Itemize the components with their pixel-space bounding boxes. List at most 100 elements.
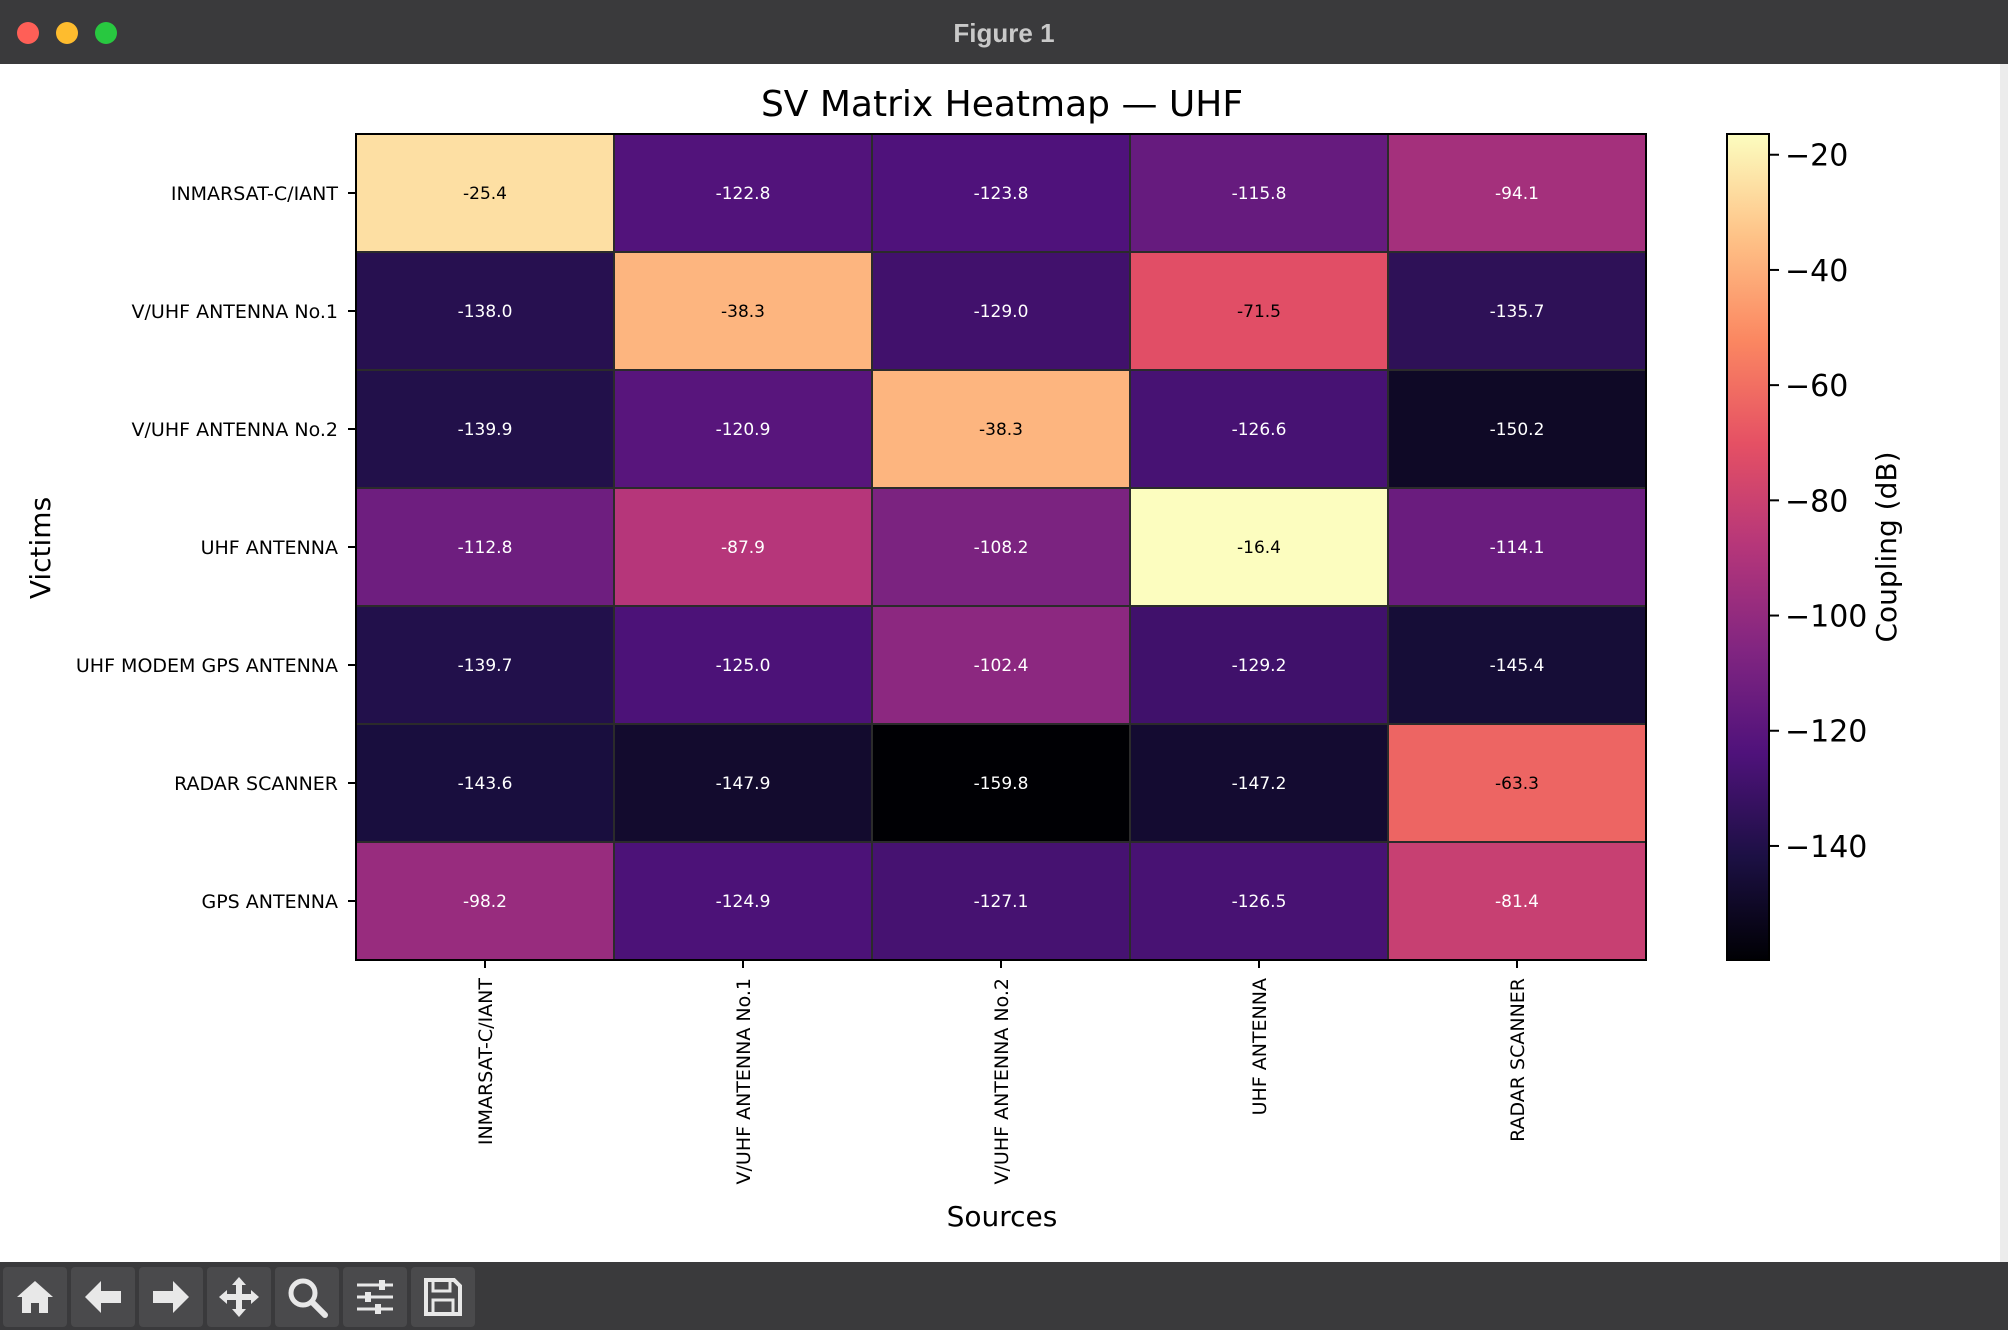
cell-value-label: -112.8 — [458, 538, 513, 558]
cell-value-label: -147.9 — [716, 774, 771, 794]
zoom-button[interactable] — [275, 1267, 339, 1327]
colorbar-ticks: −20 −40 −60 −80 −100 −120 −140 — [1769, 139, 1867, 865]
cell-value-label: -125.0 — [716, 656, 771, 676]
arrow-right-icon — [153, 1281, 189, 1313]
heatmap-cell — [355, 723, 615, 843]
cell-value-label: -139.9 — [458, 420, 513, 440]
colorbar — [1726, 133, 1770, 961]
heatmap-chart: SV Matrix Heatmap — UHF -25.4 -122.8 -123.… — [24, 84, 1903, 1233]
heatmap-cell — [355, 487, 615, 607]
window-edge — [2000, 64, 2008, 1330]
title-bar: Figure 1 — [0, 0, 2008, 65]
colorbar-tick-label: −60 — [1785, 369, 1848, 404]
heatmap-cell — [1129, 251, 1389, 371]
cell-value-label: -98.2 — [463, 892, 507, 912]
heatmap-cell — [355, 369, 615, 489]
heatmap-cell — [1129, 605, 1389, 725]
cell-value-label: -114.1 — [1490, 538, 1545, 558]
cell-value-label: -150.2 — [1490, 420, 1545, 440]
cell-value-label: -138.0 — [458, 302, 513, 322]
cell-value-label: -102.4 — [974, 656, 1029, 676]
home-button[interactable] — [3, 1267, 67, 1327]
colorbar-tick-label: −40 — [1785, 254, 1848, 289]
save-button[interactable] — [411, 1267, 475, 1327]
window-title: Figure 1 — [953, 18, 1055, 48]
configure-subplots-button[interactable] — [343, 1267, 407, 1327]
heatmap-cell — [613, 251, 873, 371]
heatmap-cell — [355, 133, 615, 253]
cell-value-label: -108.2 — [974, 538, 1029, 558]
x-axis: INMARSAT-C/IANT V/UHF ANTENNA No.1 V/UHF A… — [475, 960, 1529, 1184]
y-axis: INMARSAT-C/IANT V/UHF ANTENNA No.1 V/UHF A… — [76, 183, 356, 913]
cell-value-label: -143.6 — [458, 774, 513, 794]
colorbar-tick-label: −140 — [1785, 830, 1867, 865]
heatmap-cell — [613, 605, 873, 725]
floppy-disk-icon — [424, 1278, 462, 1316]
cell-value-label: -129.2 — [1232, 656, 1287, 676]
maximize-window-button[interactable] — [95, 22, 117, 44]
cell-value-label: -126.5 — [1232, 892, 1287, 912]
move-icon — [219, 1277, 259, 1317]
colorbar-tick-label: −120 — [1785, 715, 1867, 750]
cell-value-label: -87.9 — [721, 538, 765, 558]
cell-value-label: -94.1 — [1495, 184, 1539, 204]
cell-value-label: -123.8 — [974, 184, 1029, 204]
x-tick-label: INMARSAT-C/IANT — [475, 978, 497, 1146]
cell-value-label: -120.9 — [716, 420, 771, 440]
y-tick-label: UHF ANTENNA — [201, 537, 338, 559]
home-icon — [17, 1281, 53, 1313]
cell-value-label: -147.2 — [1232, 774, 1287, 794]
cell-value-label: -139.7 — [458, 656, 513, 676]
cell-value-label: -127.1 — [974, 892, 1029, 912]
cell-value-label: -159.8 — [974, 774, 1029, 794]
y-tick-label: V/UHF ANTENNA No.1 — [132, 301, 338, 323]
cell-value-label: -71.5 — [1237, 302, 1281, 322]
cell-value-label: -25.4 — [463, 184, 507, 204]
x-tick-label: V/UHF ANTENNA No.1 — [733, 978, 755, 1184]
heatmap-cell — [1387, 251, 1647, 371]
sliders-icon — [357, 1280, 393, 1314]
figure-canvas[interactable]: SV Matrix Heatmap — UHF -25.4 -122.8 -123.… — [0, 64, 2000, 1262]
cell-value-label: -135.7 — [1490, 302, 1545, 322]
forward-button[interactable] — [139, 1267, 203, 1327]
cell-value-label: -16.4 — [1237, 538, 1281, 558]
heatmap-cell — [1129, 841, 1389, 961]
heatmap-cell — [1129, 369, 1389, 489]
back-button[interactable] — [71, 1267, 135, 1327]
cell-value-label: -38.3 — [721, 302, 765, 322]
magnifier-icon — [288, 1278, 328, 1318]
cell-value-label: -63.3 — [1495, 774, 1539, 794]
heatmap-cells: -25.4 -122.8 -123.8 -115.8 -94.1 -138.0 -38.3 -… — [355, 133, 1647, 961]
heatmap-cell — [1387, 369, 1647, 489]
chart-title: SV Matrix Heatmap — UHF — [761, 84, 1243, 125]
minimize-window-button[interactable] — [56, 22, 78, 44]
x-tick-label: V/UHF ANTENNA No.2 — [991, 978, 1013, 1184]
cell-value-label: -124.9 — [716, 892, 771, 912]
heatmap-cell — [1129, 487, 1389, 607]
arrow-left-icon — [85, 1281, 121, 1313]
y-tick-label: V/UHF ANTENNA No.2 — [132, 419, 338, 441]
heatmap-cell — [871, 723, 1131, 843]
close-window-button[interactable] — [17, 22, 39, 44]
y-tick-label: INMARSAT-C/IANT — [171, 183, 339, 205]
y-tick-label: RADAR SCANNER — [174, 773, 338, 795]
navigation-toolbar — [0, 1262, 2008, 1330]
cell-value-label: -81.4 — [1495, 892, 1539, 912]
heatmap-cell — [613, 723, 873, 843]
cell-value-label: -115.8 — [1232, 184, 1287, 204]
y-tick-label: GPS ANTENNA — [201, 891, 338, 913]
pan-button[interactable] — [207, 1267, 271, 1327]
heatmap-cell — [1129, 723, 1389, 843]
heatmap-cell — [613, 487, 873, 607]
x-tick-label: RADAR SCANNER — [1507, 978, 1529, 1142]
heatmap-cell — [1387, 723, 1647, 843]
heatmap-cell — [1387, 487, 1647, 607]
heatmap-cell — [1387, 841, 1647, 961]
colorbar-tick-label: −80 — [1785, 484, 1848, 519]
cell-value-label: -38.3 — [979, 420, 1023, 440]
cell-value-label: -126.6 — [1232, 420, 1287, 440]
heatmap-cell — [871, 487, 1131, 607]
cell-value-label: -145.4 — [1490, 656, 1545, 676]
heatmap-cell — [871, 369, 1131, 489]
